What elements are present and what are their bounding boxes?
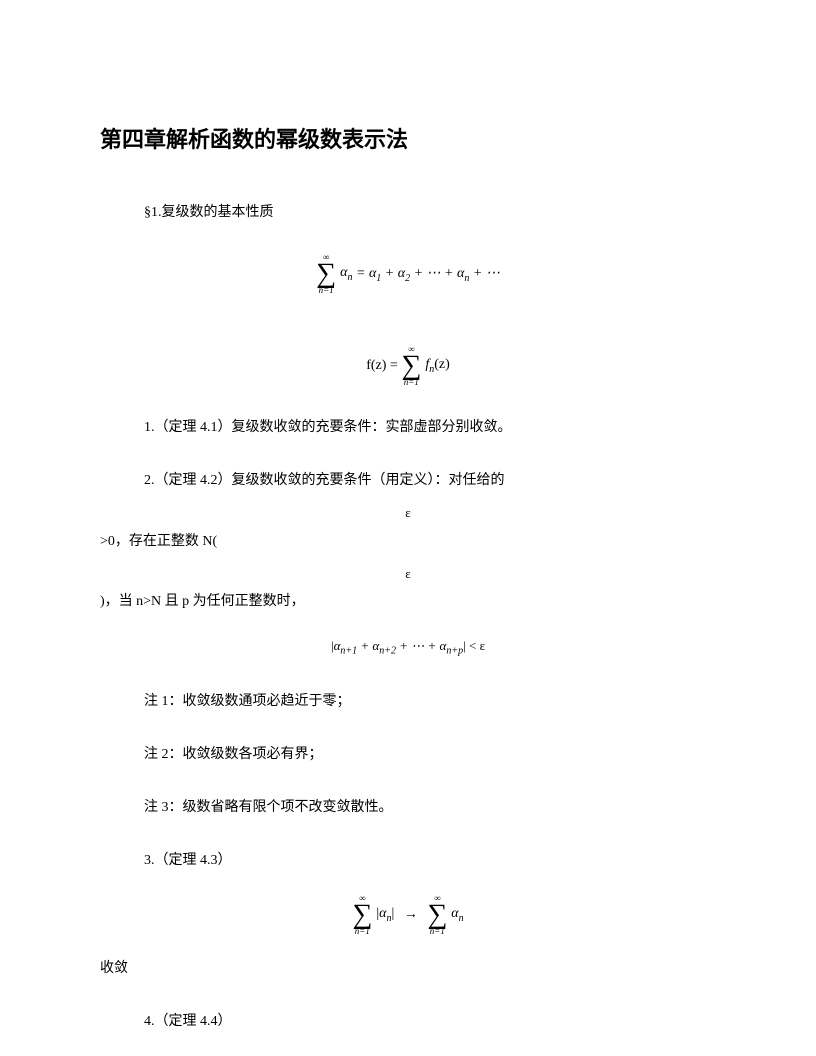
note-2: 注 2：收敛级数各项必有界； <box>144 742 716 767</box>
epsilon-1: ε <box>100 501 716 524</box>
formula-absolute-convergence: ∞ ∑ n=1 |αn| → ∞ ∑ n=1 αn <box>100 894 716 936</box>
theorem-4-4: 4.（定理 4.4） <box>144 1009 716 1034</box>
theorem-4-2-c: )，当 n>N 且 p 为任何正整数时， <box>100 589 716 614</box>
theorem-4-2-b: >0，存在正整数 N( <box>100 529 716 554</box>
chapter-title: 第四章解析函数的幂级数表示法 <box>100 120 716 160</box>
note-1: 注 1：收敛级数通项必趋近于零； <box>144 689 716 714</box>
converge-label: 收敛 <box>100 956 716 981</box>
epsilon-2: ε <box>100 562 716 585</box>
theorem-4-3: 3.（定理 4.3） <box>144 848 716 873</box>
note-3: 注 3：级数省略有限个项不改变敛散性。 <box>144 795 716 820</box>
theorem-4-1: 1.（定理 4.1）复级数收敛的充要条件：实部虚部分别收敛。 <box>144 415 716 440</box>
theorem-4-2-a: 2.（定理 4.2）复级数收敛的充要条件（用定义）：对任给的 <box>144 468 716 493</box>
section-header: §1.复级数的基本性质 <box>144 200 716 225</box>
formula-cauchy: |αn+1 + αn+2 + ⋯ + αn+p| < ε <box>100 634 716 661</box>
formula-series-sum: ∞ ∑ n=1 αn = α1 + α2 + ⋯ + αn + ⋯ <box>100 253 716 295</box>
formula-function-series: f(z) = ∞ ∑ n=1 fn(z) <box>100 345 716 387</box>
